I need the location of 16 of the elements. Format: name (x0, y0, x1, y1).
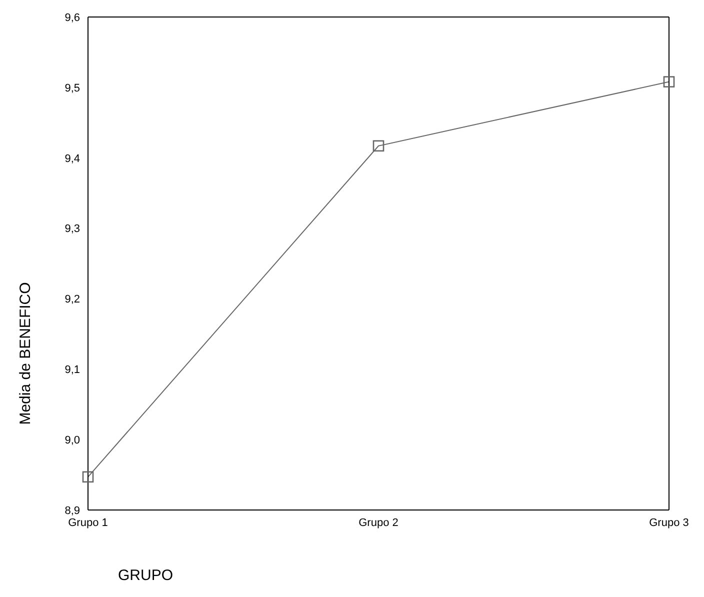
x-tick-label: Grupo 3 (649, 516, 689, 529)
point (372, 140, 384, 152)
y-tick-label: 9,0 (64, 434, 80, 446)
y-tick-label: 8,9 (64, 504, 80, 517)
point (82, 471, 94, 483)
point (663, 76, 675, 88)
x-tick-label: Grupo 1 (68, 516, 108, 529)
x-tick-label: Grupo 2 (358, 516, 398, 529)
y-tick-label: 9,3 (64, 223, 80, 236)
y-tick-label: 9,5 (64, 82, 80, 94)
y-tick-label: 9,2 (64, 294, 80, 306)
y-tick-label: 9,4 (64, 152, 80, 165)
x-axis-title: GRUPO (118, 567, 174, 584)
y-tick-label: 9,1 (64, 364, 80, 376)
y-tick-label: 9,6 (64, 12, 80, 24)
y-axis-title: Media de BENEFICO (17, 282, 34, 425)
